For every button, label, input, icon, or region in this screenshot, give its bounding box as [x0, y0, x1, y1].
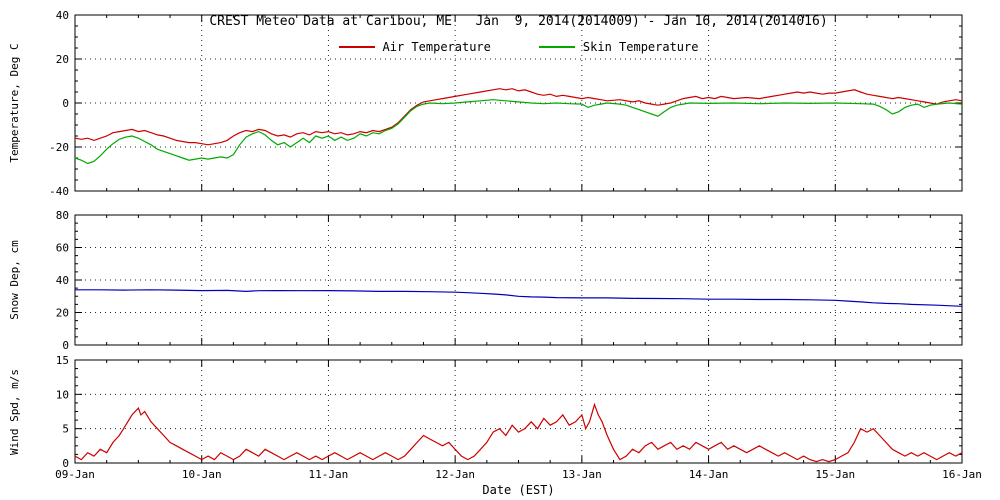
x-tick-label: 10-Jan [182, 468, 222, 481]
x-tick-label: 13-Jan [562, 468, 602, 481]
y-tick-label: -20 [49, 141, 69, 154]
y-tick-label: 0 [62, 97, 69, 110]
y-tick-label: 40 [56, 274, 69, 287]
legend-label-air-temperature: Air Temperature [382, 40, 491, 54]
x-axis-label: Date (EST) [482, 483, 555, 497]
wind-speed-line [74, 402, 963, 463]
x-tick-label: 15-Jan [815, 468, 855, 481]
x-tick-label: 09-Jan [55, 468, 95, 481]
x-tick-label: 14-Jan [689, 468, 729, 481]
skin-temperature-line [74, 99, 963, 165]
y-axis-label-wind-speed: Wind Spd, m/s [8, 368, 21, 456]
y-tick-label: 20 [56, 307, 69, 320]
legend: Air Temperature Skin Temperature [75, 40, 962, 54]
x-tick-label: 11-Jan [309, 468, 349, 481]
legend-label-skin-temperature: Skin Temperature [582, 40, 699, 54]
panel-1: -40 -20 0 20 40 [49, 9, 963, 198]
legend-item-skin-temperature: Skin Temperature [538, 40, 699, 54]
y-tick-label: 10 [56, 388, 69, 401]
snow-depth-line [75, 289, 963, 307]
air-temperature-line-swatch [338, 46, 375, 48]
y-tick-label: -40 [49, 185, 69, 198]
y-axis-label-temperature: Temperature, Deg C [8, 43, 21, 163]
y-axis-label-snow-depth: Snow Dep, cm [8, 240, 21, 320]
x-tick-label: 12-Jan [435, 468, 475, 481]
y-tick-label: 15 [56, 354, 69, 367]
air-temperature-line [74, 88, 963, 146]
y-tick-label: 60 [56, 242, 69, 255]
legend-item-air-temperature: Air Temperature [338, 40, 491, 54]
y-tick-label: 80 [56, 209, 69, 222]
chart-title: CREST Meteo Data at Caribou, ME Jan 9, 2… [209, 14, 828, 29]
y-tick-label: 0 [62, 457, 69, 470]
skin-temperature-line-swatch [538, 46, 575, 48]
y-tick-label: 20 [56, 53, 69, 66]
y-tick-label: 5 [62, 423, 69, 436]
y-tick-label: 40 [56, 9, 69, 22]
y-tick-label: 0 [62, 339, 69, 352]
panel-3: 0 5 10 15 [56, 354, 963, 470]
panel-2: 0 20 40 60 80 [56, 209, 963, 352]
x-tick-label: 16-Jan [942, 468, 982, 481]
